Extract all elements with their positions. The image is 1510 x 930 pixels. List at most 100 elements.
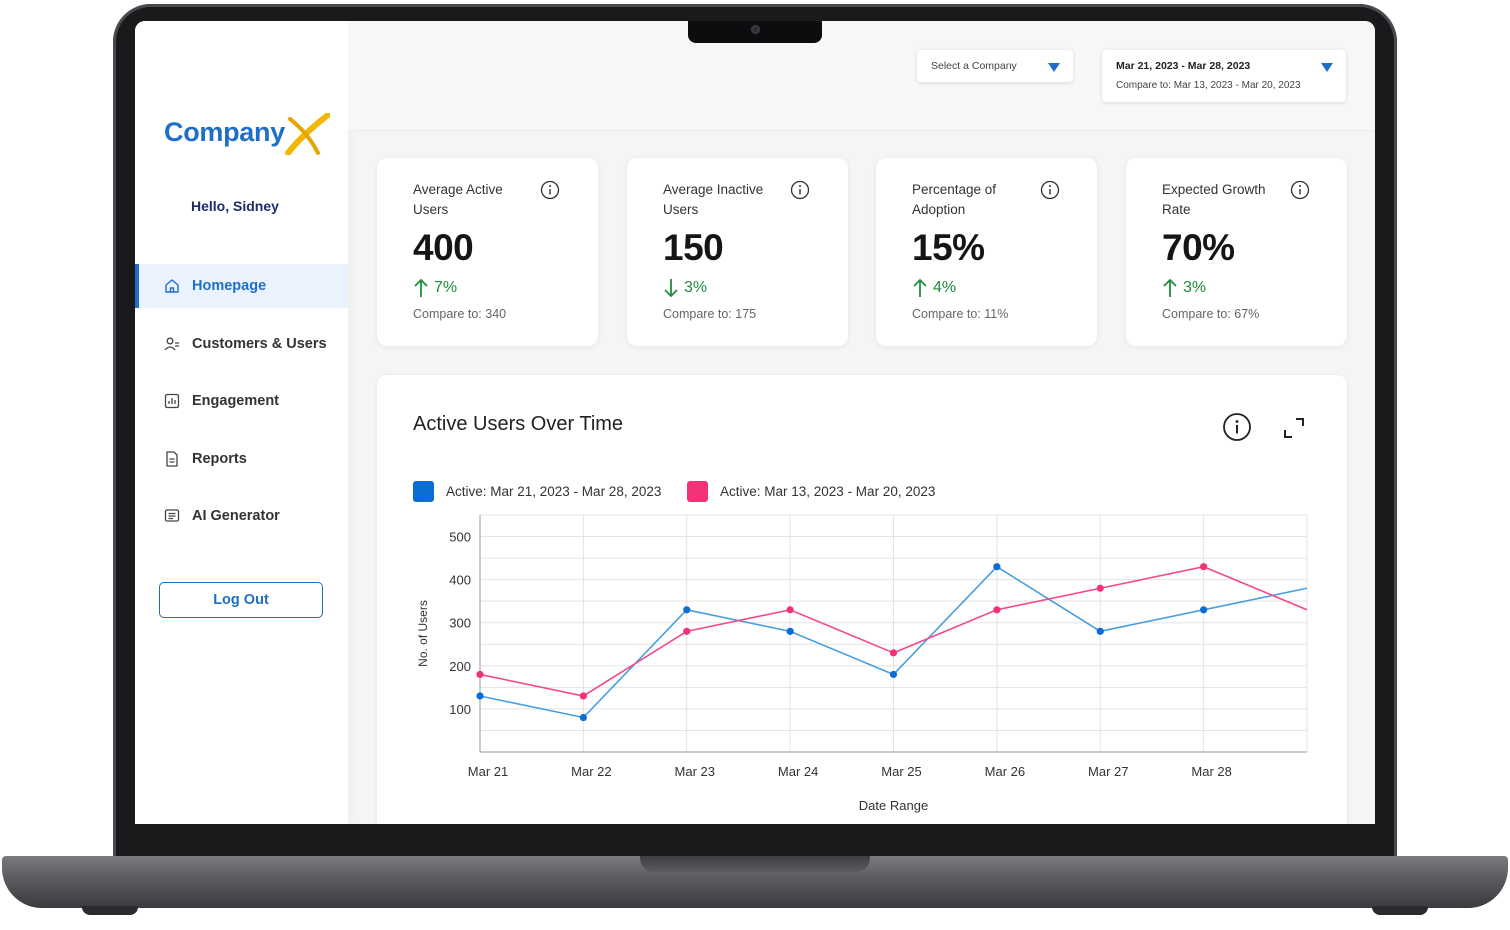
data-point bbox=[889, 670, 898, 679]
company-logo[interactable]: Company bbox=[164, 113, 334, 159]
x-tick-label: Mar 21 bbox=[468, 764, 508, 779]
user-greeting: Hello, Sidney bbox=[191, 198, 279, 214]
x-tick-label: Mar 23 bbox=[675, 764, 715, 779]
kpi-compare: Compare to: 340 bbox=[413, 307, 507, 321]
laptop-groove bbox=[640, 856, 870, 872]
kpi-delta: 7% bbox=[413, 277, 457, 299]
info-icon[interactable] bbox=[790, 180, 810, 200]
kpi-value: 400 bbox=[413, 227, 474, 268]
kpi-delta: 3% bbox=[663, 277, 707, 299]
logo-x-icon bbox=[285, 113, 330, 155]
logo-text: Company bbox=[164, 117, 285, 147]
sidebar-item-label: Reports bbox=[192, 451, 247, 467]
arrow-up-icon bbox=[1163, 278, 1177, 297]
sidebar-item-ai-generator[interactable]: AI Generator bbox=[135, 494, 348, 538]
legend-label: Active: Mar 21, 2023 - Mar 28, 2023 bbox=[446, 484, 662, 499]
chevron-down-icon bbox=[1321, 63, 1333, 72]
y-tick-label: 300 bbox=[449, 616, 471, 631]
data-point bbox=[683, 606, 691, 614]
sidebar-item-label: Engagement bbox=[192, 393, 280, 409]
kpi-title: Average Inactive Users bbox=[663, 182, 764, 217]
arrow-down-icon bbox=[664, 279, 678, 298]
data-point bbox=[889, 649, 898, 657]
chevron-down-icon bbox=[1048, 63, 1060, 72]
x-axis-title: Date Range bbox=[859, 798, 928, 813]
arrow-up-icon bbox=[913, 278, 927, 297]
line-chart: 100 200 300 400 500 Mar 21 Mar 22 Mar 23 Mar 24 M… bbox=[416, 514, 1308, 813]
kpi-card-adoption: Percentage of Adoption 15% 4% Compare to… bbox=[876, 158, 1097, 346]
data-point bbox=[786, 606, 794, 614]
legend-item-previous[interactable]: Active: Mar 13, 2023 - Mar 20, 2023 bbox=[687, 481, 935, 502]
kpi-delta-value: 3% bbox=[1183, 279, 1207, 296]
app-screen: Company Hello, Sidney Homepage Customers… bbox=[135, 21, 1375, 824]
date-range-select[interactable]: Mar 21, 2023 - Mar 28, 2023 Compare to: … bbox=[1102, 50, 1346, 102]
legend-swatch bbox=[413, 481, 434, 502]
data-point bbox=[1096, 627, 1104, 635]
sidebar-item-customers-users[interactable]: Customers & Users bbox=[135, 322, 348, 366]
y-tick-label: 100 bbox=[449, 702, 471, 717]
kpi-title: Percentage of Adoption bbox=[912, 182, 997, 217]
data-point bbox=[1096, 584, 1104, 592]
x-tick-label: Mar 22 bbox=[571, 764, 611, 779]
y-tick-label: 500 bbox=[449, 530, 471, 545]
date-range-value: Mar 21, 2023 - Mar 28, 2023 bbox=[1116, 60, 1251, 72]
x-tick-label: Mar 24 bbox=[778, 764, 818, 779]
kpi-value: 150 bbox=[663, 227, 724, 268]
chart-title: Active Users Over Time bbox=[413, 413, 624, 435]
data-point bbox=[683, 627, 691, 635]
x-tick-label: Mar 26 bbox=[985, 764, 1025, 779]
company-select[interactable]: Select a Company bbox=[917, 50, 1073, 82]
info-icon[interactable] bbox=[1040, 180, 1060, 200]
sidebar-item-label: AI Generator bbox=[192, 508, 280, 524]
data-point bbox=[476, 670, 484, 679]
sidebar-item-label: Homepage bbox=[192, 278, 267, 294]
kpi-title: Average Active Users bbox=[413, 182, 503, 217]
sidebar: Company Hello, Sidney Homepage Customers… bbox=[135, 21, 348, 824]
kpi-title: Expected Growth Rate bbox=[1162, 182, 1266, 217]
data-point bbox=[1200, 563, 1208, 571]
kpi-delta: 3% bbox=[1162, 277, 1206, 299]
data-point bbox=[579, 692, 587, 700]
legend-item-current[interactable]: Active: Mar 21, 2023 - Mar 28, 2023 bbox=[413, 481, 661, 502]
sidebar-item-label: Customers & Users bbox=[192, 336, 327, 352]
x-tick-label: Mar 27 bbox=[1088, 764, 1128, 779]
top-bar: Select a Company Mar 21, 2023 - Mar 28, … bbox=[348, 21, 1375, 131]
info-icon[interactable] bbox=[540, 180, 560, 200]
laptop-foot bbox=[82, 906, 138, 915]
logout-button[interactable]: Log Out bbox=[159, 582, 323, 618]
laptop-foot bbox=[1372, 906, 1428, 915]
active-users-chart-card: Active Users Over Time Active: Mar 21, 2… bbox=[377, 375, 1347, 824]
sidebar-item-reports[interactable]: Reports bbox=[135, 437, 348, 481]
kpi-delta-value: 7% bbox=[434, 279, 458, 296]
kpi-delta: 4% bbox=[912, 277, 956, 299]
kpi-compare: Compare to: 175 bbox=[663, 307, 757, 321]
sidebar-item-homepage[interactable]: Homepage bbox=[135, 264, 348, 308]
kpi-card-inactive-users: Average Inactive Users 150 3% Compare to… bbox=[627, 158, 848, 346]
kpi-value: 70% bbox=[1162, 227, 1235, 268]
info-icon[interactable] bbox=[1290, 180, 1310, 200]
x-tick-label: Mar 28 bbox=[1191, 764, 1231, 779]
kpi-compare: Compare to: 67% bbox=[1162, 307, 1260, 321]
data-point bbox=[579, 713, 587, 722]
arrow-up-icon bbox=[414, 278, 428, 297]
kpi-value: 15% bbox=[912, 227, 985, 268]
sidebar-item-engagement[interactable]: Engagement bbox=[135, 379, 348, 423]
data-point bbox=[476, 692, 484, 700]
users-icon bbox=[163, 335, 181, 353]
info-icon[interactable] bbox=[1222, 412, 1252, 442]
kpi-delta-value: 3% bbox=[684, 279, 708, 296]
kpi-compare: Compare to: 11% bbox=[912, 307, 1009, 321]
legend-label: Active: Mar 13, 2023 - Mar 20, 2023 bbox=[720, 484, 936, 499]
kpi-card-growth-rate: Expected Growth Rate 70% 3% Compare to: … bbox=[1126, 158, 1347, 346]
company-select-label: Select a Company bbox=[931, 60, 1017, 72]
data-point bbox=[993, 563, 1001, 571]
document-icon bbox=[163, 450, 181, 468]
y-tick-label: 200 bbox=[449, 659, 471, 674]
data-point bbox=[993, 606, 1001, 614]
x-tick-label: Mar 25 bbox=[881, 764, 921, 779]
data-point bbox=[786, 627, 794, 635]
camera-icon bbox=[751, 25, 760, 34]
expand-icon[interactable] bbox=[1282, 416, 1306, 440]
home-icon bbox=[163, 277, 181, 295]
data-point bbox=[1200, 606, 1208, 614]
